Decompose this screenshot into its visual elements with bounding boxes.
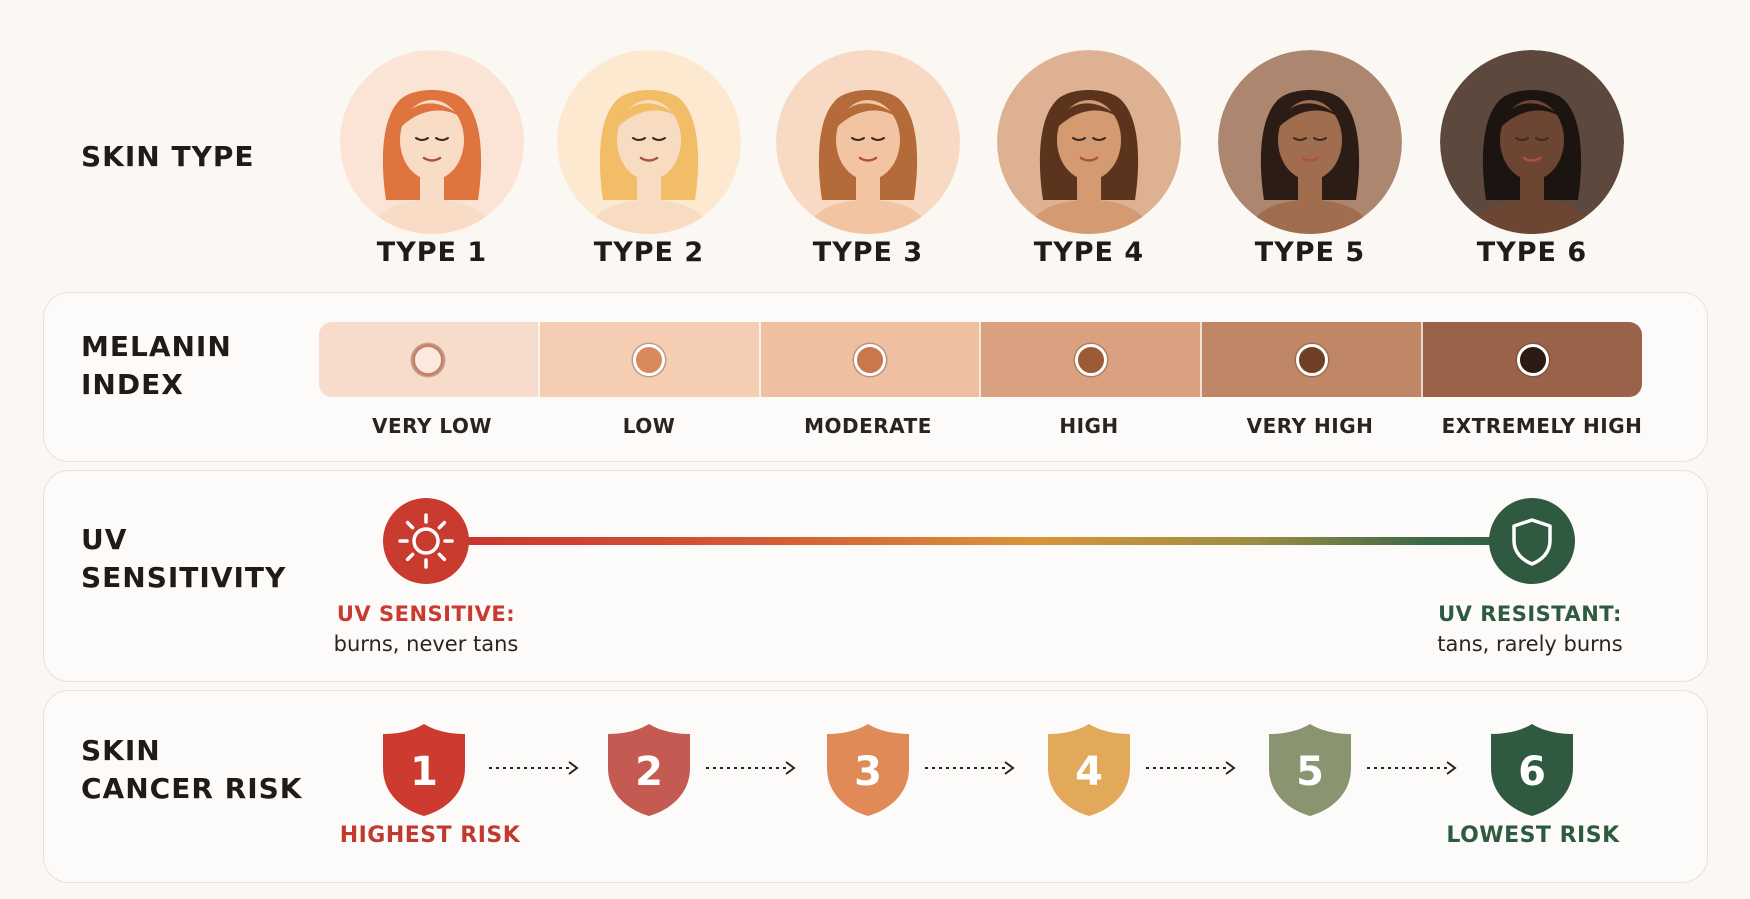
melanin-bar [319,322,1642,397]
risk-shield-4: 4 [1048,724,1130,816]
skin-type-title: SKIN TYPE [81,140,255,173]
uv-panel [43,470,1708,682]
melanin-title-line2: INDEX [81,368,184,401]
risk-shield-6: 6 [1491,724,1573,816]
melanin-label-2: LOW [622,414,676,438]
highest-risk-label: HIGHEST RISK [339,823,521,848]
melanin-label-3: MODERATE [804,414,932,438]
risk-arrow-4 [1146,761,1236,775]
melanin-label-4: HIGH [1059,414,1119,438]
type-label-6: TYPE 6 [1476,237,1588,268]
uv-title-line1: UV [81,523,128,556]
type-label-4: TYPE 4 [1033,237,1145,268]
uv-resistant-title: UV RESISTANT: [1438,602,1622,626]
uv-sensitive-title: UV SENSITIVE: [336,602,516,626]
risk-arrow-1 [489,761,579,775]
risk-number-2: 2 [635,749,663,795]
risk-number-3: 3 [854,749,882,795]
melanin-label-5: VERY HIGH [1246,414,1374,438]
melanin-dot-1 [412,343,445,376]
melanin-dot-6 [1516,343,1549,376]
uv-title-line2: SENSITIVITY [81,561,287,594]
uv-sensitive-desc: burns, never tans [333,632,519,656]
melanin-label-6: EXTREMELY HIGH [1441,414,1643,438]
melanin-dot-5 [1295,343,1328,376]
risk-number-4: 4 [1075,749,1103,795]
type-label-1: TYPE 1 [376,237,488,268]
uv-resistant-badge [1489,498,1575,584]
melanin-segment-6 [1421,322,1642,397]
sun-icon [398,513,454,569]
melanin-title: MELANIN INDEX [81,328,232,404]
avatar-type-6 [1440,50,1624,234]
melanin-segment-3 [758,322,980,397]
uv-title: UV SENSITIVITY [81,521,286,597]
shield-icon [1512,518,1552,566]
melanin-segment-5 [1200,322,1422,397]
melanin-segment-1 [319,322,538,397]
melanin-label-1: VERY LOW [372,414,492,438]
melanin-segment-4 [979,322,1201,397]
risk-arrow-2 [706,761,796,775]
melanin-dot-4 [1074,343,1107,376]
risk-shield-2: 2 [608,724,690,816]
risk-title-line2: CANCER RISK [81,772,303,805]
lowest-risk-label: LOWEST RISK [1446,823,1620,848]
risk-number-5: 5 [1296,749,1324,795]
risk-number-6: 6 [1518,749,1546,795]
melanin-segment-2 [537,322,759,397]
risk-title-line1: SKIN [81,734,161,767]
type-label-2: TYPE 2 [593,237,705,268]
risk-number-1: 1 [410,749,438,795]
type-label-3: TYPE 3 [812,237,924,268]
uv-gradient-line [425,537,1535,545]
melanin-title-line1: MELANIN [81,330,232,363]
avatar-type-4 [997,50,1181,234]
risk-arrow-5 [1367,761,1457,775]
avatar-type-2 [557,50,741,234]
type-label-5: TYPE 5 [1254,237,1366,268]
avatar-type-1 [340,50,524,234]
risk-shield-5: 5 [1269,724,1351,816]
uv-sensitive-badge [383,498,469,584]
risk-title: SKIN CANCER RISK [81,732,302,808]
avatar-type-5 [1218,50,1402,234]
avatar-type-3 [776,50,960,234]
risk-arrow-3 [925,761,1015,775]
uv-resistant-desc: tans, rarely burns [1437,632,1623,656]
melanin-dot-3 [854,343,887,376]
risk-shield-1: 1 [383,724,465,816]
melanin-dot-2 [633,343,666,376]
risk-shield-3: 3 [827,724,909,816]
